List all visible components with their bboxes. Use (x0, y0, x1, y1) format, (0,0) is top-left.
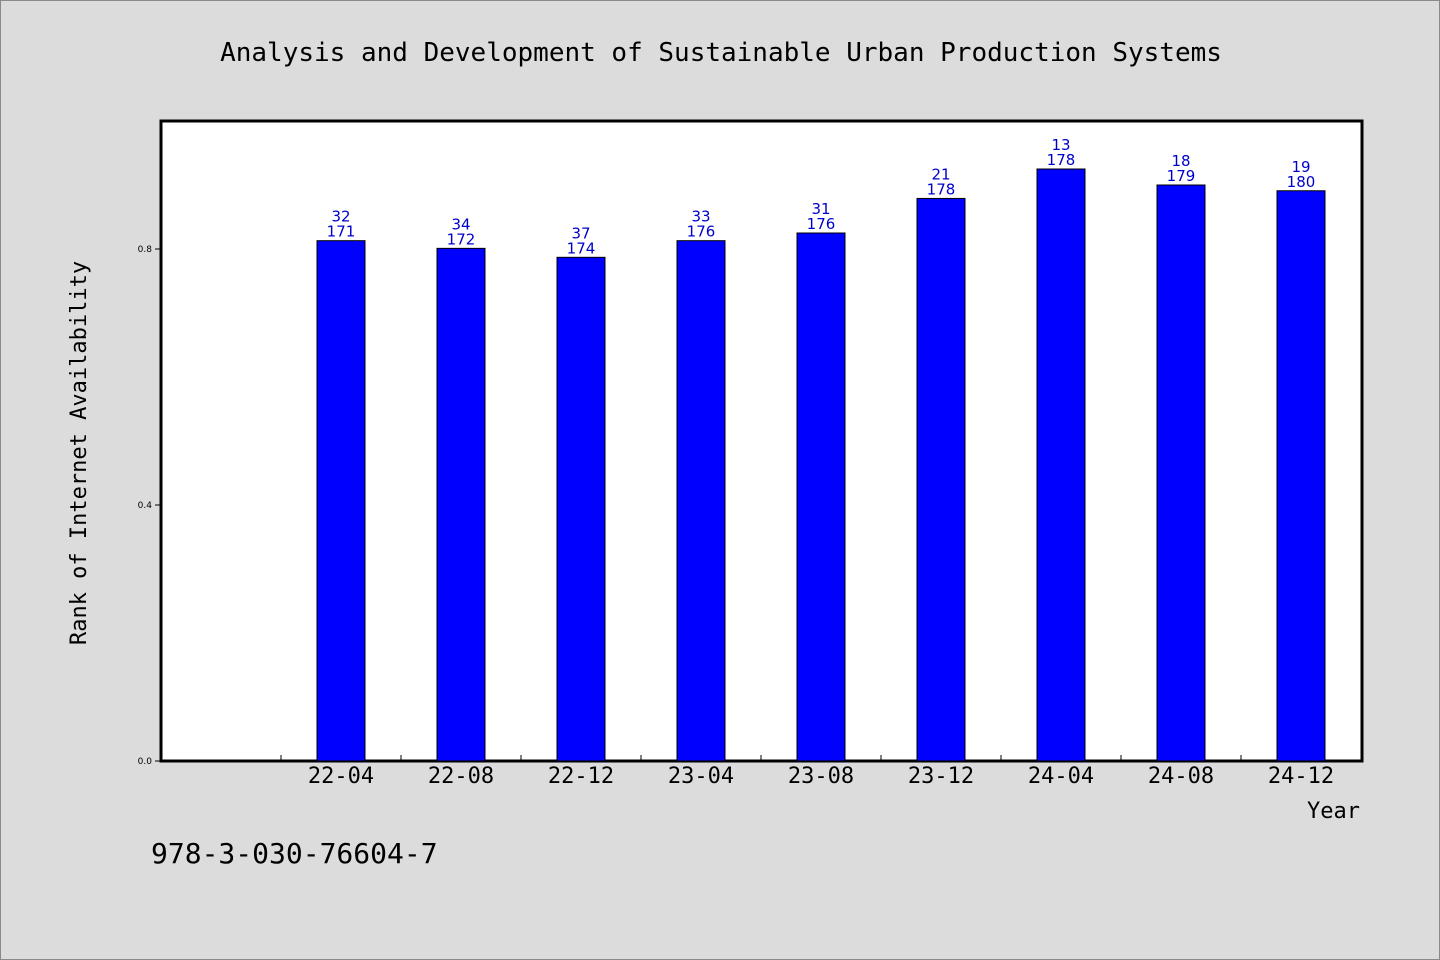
data-label-bottom: 174 (567, 239, 596, 257)
x-tick-label: 24-04 (1028, 764, 1094, 789)
data-label-bottom: 178 (927, 180, 956, 198)
x-tick-label: 22-04 (308, 764, 374, 789)
x-tick-label: 23-12 (908, 764, 974, 789)
bar (676, 240, 726, 762)
x-axis: 22-04 22-08 22-12 23-04 23-08 23-12 24-04 24-08… (280, 755, 1362, 789)
data-label-top: 37 (571, 224, 590, 242)
data-label-top: 13 (1051, 136, 1070, 154)
bar (316, 240, 366, 762)
y-tick-label: 0.8 (138, 245, 153, 255)
x-tick-label: 23-08 (788, 764, 854, 789)
x-tick-label: 23-04 (668, 764, 734, 789)
data-label-bottom: 171 (327, 223, 356, 241)
data-label-bottom: 180 (1287, 173, 1316, 191)
data-label-bottom: 176 (807, 215, 836, 233)
bar (916, 197, 966, 762)
y-axis: 0.0 0.4 0.8 (138, 245, 161, 767)
bar (1036, 168, 1086, 762)
data-label-bottom: 172 (447, 230, 476, 248)
x-tick-label: 22-08 (428, 764, 494, 789)
chart-title: Analysis and Development of Sustainable … (220, 38, 1222, 68)
data-label-top: 21 (931, 165, 950, 183)
data-label-top: 34 (451, 215, 470, 233)
bar (796, 232, 846, 762)
isbn-text: 978-3-030-76604-7 (151, 837, 438, 870)
data-label-bottom: 179 (1167, 167, 1196, 185)
x-tick-label: 24-12 (1268, 764, 1334, 789)
x-tick-label: 22-12 (548, 764, 614, 789)
data-label-top: 18 (1171, 152, 1190, 170)
y-tick-label: 0.4 (138, 501, 153, 511)
bar (1156, 184, 1206, 762)
x-tick-label: 24-08 (1148, 764, 1214, 789)
bar (556, 256, 606, 762)
data-label-bottom: 176 (687, 223, 716, 241)
data-label-top: 32 (331, 208, 350, 226)
y-axis-label: Rank of Internet Availability (67, 261, 92, 645)
x-axis-label: Year (1307, 799, 1360, 824)
data-label-bottom: 178 (1047, 151, 1076, 169)
data-label-top: 33 (691, 208, 710, 226)
bars (316, 168, 1326, 762)
bar (436, 247, 486, 762)
data-label-top: 19 (1291, 158, 1310, 176)
data-label-top: 31 (811, 200, 830, 218)
y-tick-label: 0.0 (138, 757, 153, 767)
bar (1276, 190, 1326, 762)
